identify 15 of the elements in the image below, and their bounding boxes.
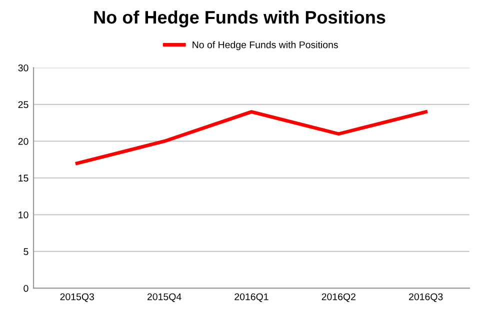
y-tick-label: 20: [18, 138, 28, 145]
x-tick-label: 2016Q2: [322, 293, 356, 302]
y-tick-label: 10: [18, 211, 28, 218]
x-tick-label: 2015Q3: [60, 293, 94, 302]
y-tick-label: 25: [18, 101, 28, 108]
y-tick-label: 0: [24, 284, 28, 292]
y-tick-label: 30: [18, 64, 28, 72]
y-tick-label: 5: [24, 248, 28, 256]
legend-label: No of Hedge Funds with Positions: [192, 41, 338, 50]
x-tick-label: 2016Q1: [234, 293, 268, 302]
chart-title: No of Hedge Funds with Positions: [94, 10, 386, 28]
y-tick-label: 15: [18, 174, 28, 182]
x-tick-label: 2016Q3: [409, 293, 443, 302]
line-series: [75, 110, 428, 166]
x-tick-label: 2015Q4: [147, 293, 182, 302]
